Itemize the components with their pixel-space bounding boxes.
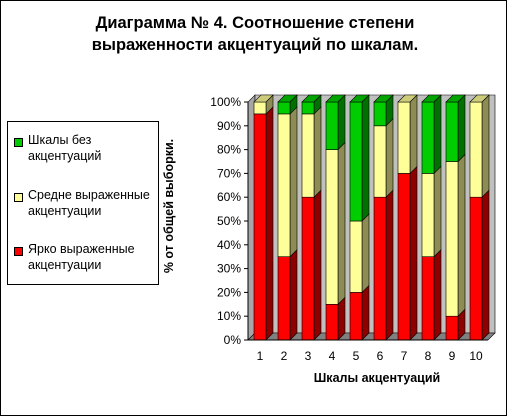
y-tick-label: 40% <box>217 238 241 252</box>
legend-label-medium: Средне выраженные акцентуации <box>28 188 150 218</box>
x-tick-label: 8 <box>425 349 432 363</box>
y-tick-label: 70% <box>217 166 241 180</box>
y-tick-label: 100% <box>210 95 241 109</box>
x-tick-label: 3 <box>305 349 312 363</box>
bar-side <box>433 165 442 258</box>
bar-segment <box>469 196 483 341</box>
bar-side <box>481 189 490 341</box>
x-tick-label: 10 <box>469 349 483 363</box>
chart-title: Диаграмма № 4. Соотношение степени выраж… <box>91 14 419 54</box>
x-tick-label: 2 <box>281 349 288 363</box>
bar-top <box>469 94 490 103</box>
x-axis-label: Шкалы акцентуаций <box>313 371 441 385</box>
legend-swatch-strong <box>14 247 23 256</box>
bar-segment <box>397 101 411 174</box>
bar-side <box>409 94 418 175</box>
bar-segment <box>277 113 291 258</box>
bar-side <box>361 284 370 341</box>
bar-side <box>433 248 442 341</box>
bar-segment <box>349 292 363 341</box>
bar-side <box>289 248 298 341</box>
bar-segment <box>277 101 291 115</box>
legend-swatch-none <box>14 138 23 147</box>
bar-top <box>349 94 370 103</box>
x-tick-label: 5 <box>353 349 360 363</box>
bar-side <box>289 106 298 258</box>
bar-segment <box>445 101 459 162</box>
bar-segment <box>445 315 459 341</box>
bar-top <box>445 94 466 103</box>
bar-segment <box>421 173 435 257</box>
bar-segment <box>325 101 339 150</box>
bar-segment <box>397 173 411 341</box>
bar-segment <box>373 125 387 198</box>
bar-side <box>457 153 466 317</box>
bar-top <box>253 94 274 103</box>
bar-side <box>361 213 370 294</box>
bar-top <box>301 94 322 103</box>
y-tick-label: 60% <box>217 190 241 204</box>
bar-segment <box>253 113 267 341</box>
y-tick-label: 30% <box>217 262 241 276</box>
bar-side <box>361 94 370 222</box>
bar-top <box>277 94 298 103</box>
bar-side <box>385 118 394 198</box>
bar-segment <box>373 196 387 341</box>
y-tick-label: 90% <box>217 119 241 133</box>
bar-side <box>457 94 466 163</box>
bar-side <box>481 94 490 198</box>
bar-segment <box>253 101 267 115</box>
legend-swatch-medium <box>14 193 23 202</box>
bar-side <box>313 189 322 341</box>
bar-segment <box>301 113 315 198</box>
bar-top <box>325 94 346 103</box>
bar-segment <box>325 149 339 305</box>
x-tick-label: 6 <box>377 349 384 363</box>
y-tick-label: 50% <box>217 214 241 228</box>
bar-segment <box>421 101 435 174</box>
bar-segment <box>373 101 387 127</box>
x-tick-label: 1 <box>257 349 264 363</box>
bar-segment <box>349 220 363 293</box>
y-tick-label: 20% <box>217 285 241 299</box>
y-tick-label: 80% <box>217 143 241 157</box>
x-tick-label: 4 <box>329 349 336 363</box>
y-tick-label: 0% <box>224 333 242 347</box>
bar-side <box>337 141 346 306</box>
bar-segment <box>349 101 363 222</box>
bar-segment <box>445 161 459 317</box>
bar-segment <box>325 303 339 341</box>
bar-side <box>313 106 322 198</box>
bar-side <box>385 189 394 341</box>
bar-side <box>433 94 442 175</box>
bar-segment <box>301 101 315 115</box>
bar-segment <box>421 256 435 341</box>
y-tick-label: 10% <box>217 309 241 323</box>
bar-side <box>409 165 418 341</box>
bar-side <box>337 296 346 341</box>
bar-side <box>337 94 346 151</box>
bar-side <box>265 106 274 341</box>
bar-top <box>397 94 418 103</box>
bar-top <box>373 94 394 103</box>
legend: Шкалы без акцентуаций Средне выраженные … <box>7 121 159 285</box>
legend-label-strong: Ярко выраженные акцентуации <box>28 242 135 272</box>
bar-segment <box>301 196 315 341</box>
x-tick-label: 7 <box>401 349 408 363</box>
bar-segment <box>469 101 483 198</box>
bar-segment <box>277 256 291 341</box>
legend-label-none: Шкалы без акцентуаций <box>28 133 102 163</box>
bar-top <box>421 94 442 103</box>
x-tick-label: 9 <box>449 349 456 363</box>
